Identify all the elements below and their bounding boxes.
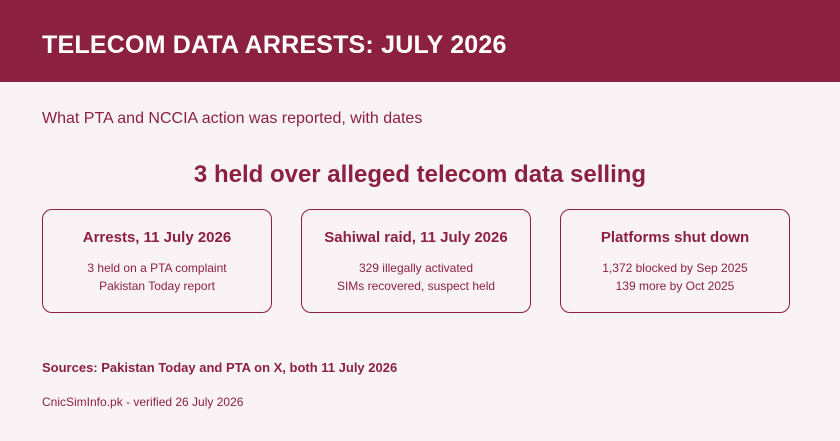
card-line: 3 held on a PTA complaint: [87, 261, 227, 275]
card-line: SIMs recovered, suspect held: [336, 279, 496, 293]
page-title: TELECOM DATA ARRESTS: JULY 2026: [42, 31, 507, 59]
card-platforms-shut-down: Platforms shut down 1,372 blocked by Sep…: [560, 209, 790, 313]
card-title: Arrests, 11 July 2026: [82, 229, 232, 246]
card-line: Pakistan Today report: [99, 279, 215, 293]
sources-note: Sources: Pakistan Today and PTA on X, bo…: [42, 360, 398, 375]
card-arrests: Arrests, 11 July 2026 3 held on a PTA co…: [42, 209, 272, 313]
subtitle: What PTA and NCCIA action was reported, …: [42, 110, 423, 127]
card-sahiwal-raid: Sahiwal raid, 11 July 2026 329 illegally…: [301, 209, 531, 313]
header-bar: TELECOM DATA ARRESTS: JULY 2026: [0, 0, 840, 82]
card-title: Platforms shut down: [600, 229, 750, 246]
card-line: 1,372 blocked by Sep 2025: [602, 261, 748, 275]
footer-credit: CnicSimInfo.pk - verified 26 July 2026: [42, 395, 244, 409]
card-line: 329 illegally activated: [358, 261, 474, 275]
headline: 3 held over alleged telecom data selling: [193, 161, 647, 188]
card-line: 139 more by Oct 2025: [615, 279, 735, 293]
card-title: Sahiwal raid, 11 July 2026: [324, 229, 508, 246]
